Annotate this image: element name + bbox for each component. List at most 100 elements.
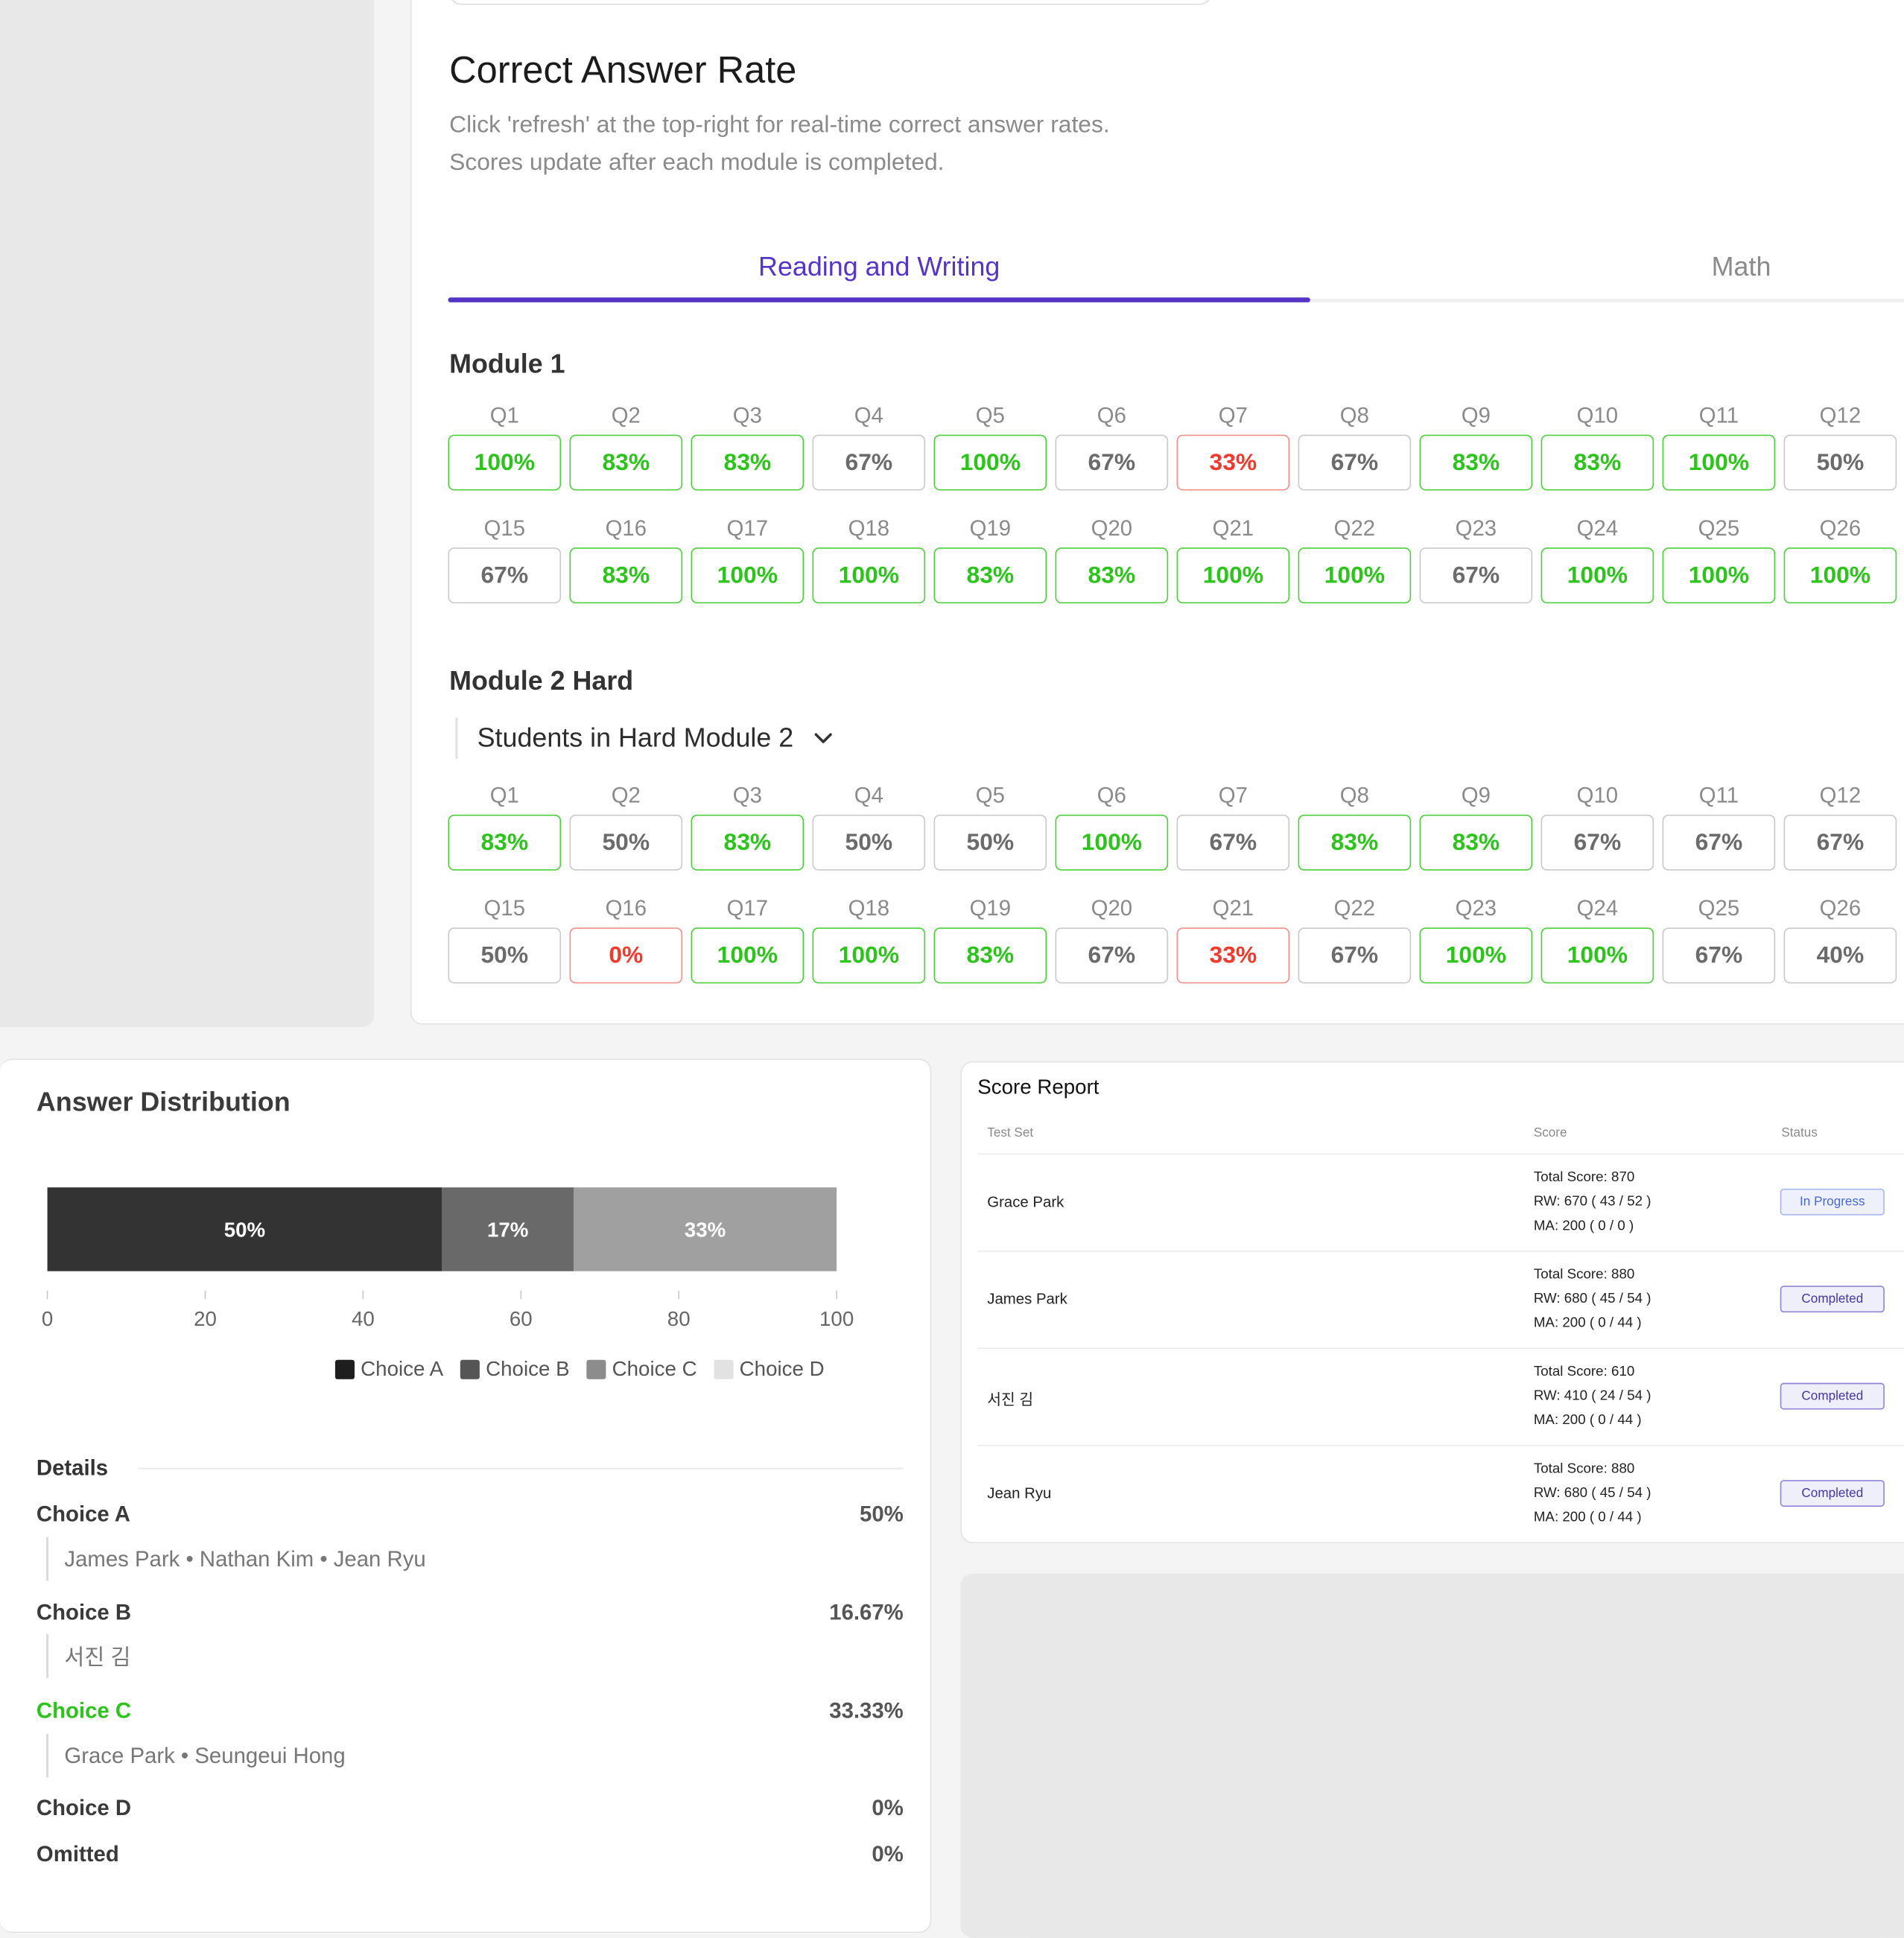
question-label: Q24 bbox=[1576, 896, 1619, 921]
answer-distribution-title: Answer Distribution bbox=[36, 1086, 291, 1117]
question-rate-cell[interactable]: 83% bbox=[933, 927, 1047, 984]
question-rate-cell[interactable]: 83% bbox=[933, 547, 1047, 604]
column-header-test-set: Test Set bbox=[987, 1125, 1034, 1140]
question-rate-cell[interactable]: 83% bbox=[691, 434, 805, 491]
question-rate-cell[interactable]: 33% bbox=[1176, 927, 1290, 984]
question-rate-cell[interactable]: 67% bbox=[1055, 927, 1169, 984]
legend-swatch bbox=[714, 1359, 734, 1379]
legend-item-choice-a[interactable]: Choice A bbox=[334, 1357, 443, 1382]
bar-segment-choice-b[interactable] bbox=[442, 1187, 574, 1271]
question-label: Q18 bbox=[848, 515, 890, 541]
question-rate-cell[interactable]: 83% bbox=[691, 814, 805, 871]
question-rate-cell[interactable]: 33% bbox=[1176, 434, 1290, 491]
tab-reading-and-writing[interactable]: Reading and Writing bbox=[758, 251, 1000, 282]
question-label: Q11 bbox=[1698, 783, 1739, 808]
column-header-score: Score bbox=[1533, 1125, 1567, 1140]
question-rate-cell[interactable]: 0% bbox=[569, 927, 683, 984]
question-label: Q26 bbox=[1819, 515, 1862, 541]
status-badge[interactable]: Completed bbox=[1780, 1286, 1885, 1313]
question-label: Q9 bbox=[1461, 403, 1491, 428]
question-rate-cell[interactable]: 83% bbox=[1419, 434, 1533, 491]
question-rate-cell[interactable]: 100% bbox=[1298, 547, 1412, 604]
question-rate-cell[interactable]: 67% bbox=[1540, 814, 1654, 871]
question-rate-cell[interactable]: 67% bbox=[1662, 927, 1776, 984]
question-label: Q6 bbox=[1097, 403, 1126, 428]
question-rate-cell[interactable]: 100% bbox=[1662, 547, 1776, 604]
x-axis-tick-label: 100 bbox=[819, 1307, 854, 1330]
legend-item-choice-b[interactable]: Choice B bbox=[460, 1357, 570, 1382]
question-rate-cell[interactable]: 83% bbox=[448, 814, 562, 871]
ma-score: MA: 200 ( 0 / 44 ) bbox=[1533, 1510, 1642, 1525]
question-rate-cell[interactable]: 100% bbox=[691, 927, 805, 984]
x-axis-tick-label: 40 bbox=[352, 1307, 375, 1330]
question-label: Q10 bbox=[1576, 783, 1619, 808]
status-badge[interactable]: In Progress bbox=[1780, 1188, 1885, 1216]
question-label: Q15 bbox=[483, 515, 526, 541]
question-rate-cell[interactable]: 100% bbox=[1783, 547, 1897, 604]
subtitle-line-2: Scores update after each module is compl… bbox=[449, 149, 945, 177]
question-rate-cell[interactable]: 67% bbox=[1419, 547, 1533, 604]
question-label: Q19 bbox=[969, 515, 1012, 541]
legend-label: Choice B bbox=[486, 1357, 570, 1381]
question-rate-cell[interactable]: 50% bbox=[1783, 434, 1897, 491]
question-rate-cell[interactable]: 83% bbox=[1419, 814, 1533, 871]
detail-omitted-label: Omitted bbox=[36, 1841, 119, 1866]
question-rate-cell[interactable]: 50% bbox=[569, 814, 683, 871]
question-label: Q1 bbox=[489, 783, 519, 808]
question-rate-cell[interactable]: 100% bbox=[1662, 434, 1776, 491]
column-header-status: Status bbox=[1781, 1125, 1818, 1140]
question-rate-cell[interactable]: 83% bbox=[1298, 814, 1412, 871]
detail-choice-a-label: Choice A bbox=[36, 1502, 130, 1527]
question-rate-cell[interactable]: 67% bbox=[1783, 814, 1897, 871]
bar-segment-choice-c[interactable] bbox=[573, 1187, 837, 1271]
question-rate-cell[interactable]: 100% bbox=[812, 547, 926, 604]
legend-item-choice-d[interactable]: Choice D bbox=[714, 1357, 825, 1382]
question-label: Q22 bbox=[1333, 515, 1376, 541]
question-rate-cell[interactable]: 50% bbox=[812, 814, 926, 871]
question-rate-cell[interactable]: 67% bbox=[1662, 814, 1776, 871]
question-rate-cell[interactable]: 67% bbox=[1298, 434, 1412, 491]
score-report-card bbox=[960, 1061, 1904, 1543]
question-rate-cell[interactable]: 83% bbox=[569, 547, 683, 604]
question-rate-cell[interactable]: 67% bbox=[1298, 927, 1412, 984]
module-2-title: Module 2 Hard bbox=[449, 665, 634, 696]
detail-choice-b-label: Choice B bbox=[36, 1600, 132, 1625]
question-rate-cell[interactable]: 100% bbox=[933, 434, 1047, 491]
question-rate-cell[interactable]: 100% bbox=[448, 434, 562, 491]
question-rate-cell[interactable]: 83% bbox=[1540, 434, 1654, 491]
question-rate-cell[interactable]: 83% bbox=[569, 434, 683, 491]
question-rate-cell[interactable]: 50% bbox=[448, 927, 562, 984]
question-rate-cell[interactable]: 100% bbox=[1419, 927, 1533, 984]
question-rate-cell[interactable]: 100% bbox=[691, 547, 805, 604]
correct-answer-rate-title: Correct Answer Rate bbox=[449, 48, 797, 92]
question-rate-cell[interactable]: 100% bbox=[1055, 814, 1169, 871]
x-axis-tick-label: 80 bbox=[667, 1307, 691, 1330]
status-badge[interactable]: Completed bbox=[1780, 1480, 1885, 1507]
question-rate-cell[interactable]: 100% bbox=[1176, 547, 1290, 604]
question-rate-cell[interactable]: 67% bbox=[1055, 434, 1169, 491]
question-label: Q1 bbox=[489, 403, 519, 428]
question-rate-cell[interactable]: 40% bbox=[1783, 927, 1897, 984]
tab-math[interactable]: Math bbox=[1711, 251, 1771, 282]
bar-segment-choice-a[interactable] bbox=[47, 1187, 442, 1271]
question-label: Q5 bbox=[975, 783, 1005, 808]
top-search-field[interactable] bbox=[449, 0, 1212, 5]
question-rate-cell[interactable]: 100% bbox=[1540, 927, 1654, 984]
status-badge[interactable]: Completed bbox=[1780, 1382, 1885, 1410]
question-rate-cell[interactable]: 67% bbox=[1176, 814, 1290, 871]
legend-swatch bbox=[460, 1359, 480, 1379]
legend-item-choice-c[interactable]: Choice C bbox=[586, 1357, 697, 1382]
question-rate-cell[interactable]: 67% bbox=[448, 547, 562, 604]
question-rate-cell[interactable]: 83% bbox=[1055, 547, 1169, 604]
question-rate-cell[interactable]: 50% bbox=[933, 814, 1047, 871]
question-rate-cell[interactable]: 100% bbox=[1540, 547, 1654, 604]
students-hard-module-dropdown[interactable]: Students in Hard Module 2 bbox=[455, 717, 834, 759]
question-rate-cell[interactable]: 100% bbox=[812, 927, 926, 984]
x-axis-tick-label: 60 bbox=[510, 1307, 533, 1330]
question-rate-cell[interactable]: 67% bbox=[812, 434, 926, 491]
rw-score: RW: 680 ( 45 / 54 ) bbox=[1533, 1486, 1651, 1501]
bar-data-label: 33% bbox=[685, 1218, 726, 1241]
legend-label: Choice C bbox=[612, 1357, 697, 1381]
question-label: Q16 bbox=[605, 896, 647, 921]
detail-omitted-percent: 0% bbox=[872, 1841, 904, 1866]
